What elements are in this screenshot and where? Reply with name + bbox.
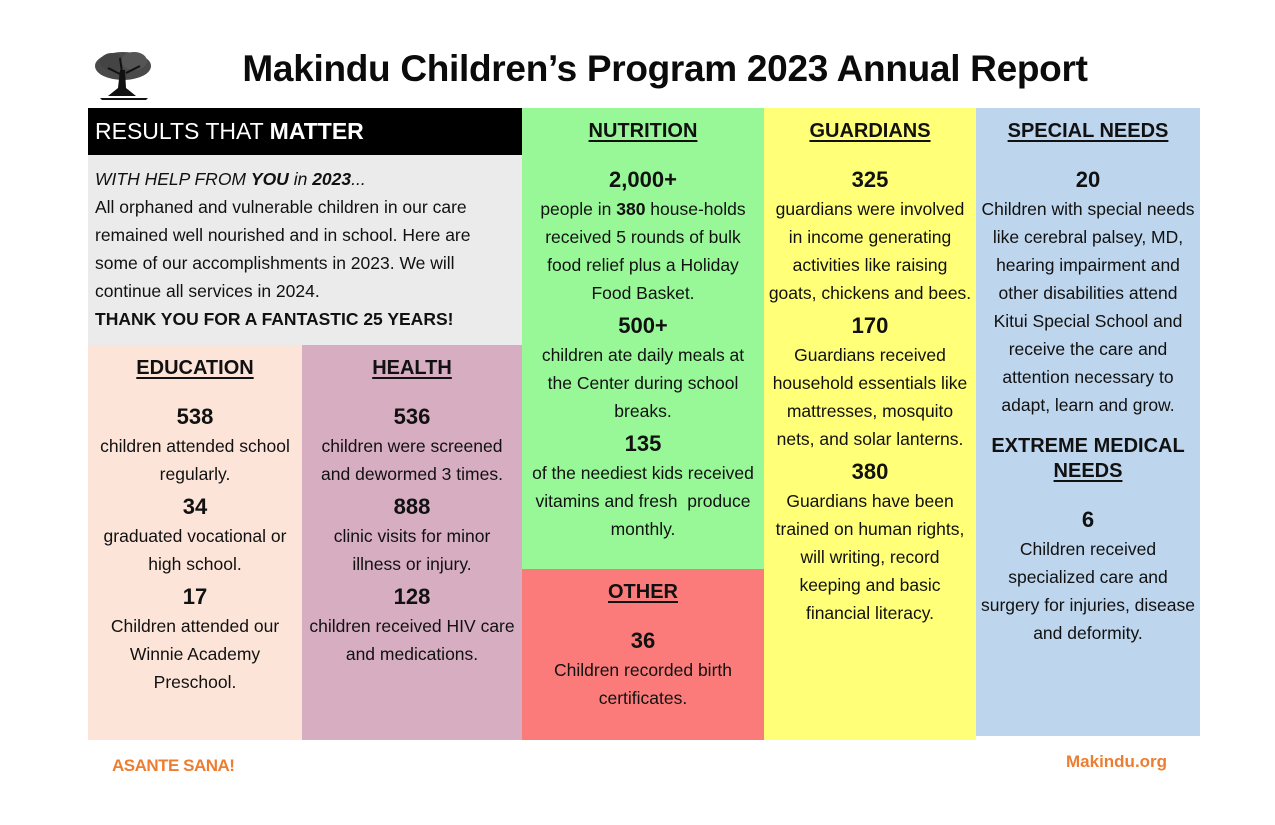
stat-description: clinic visits for minor illness or injur… xyxy=(333,526,491,574)
stat-number: 20 xyxy=(1075,167,1101,192)
results-heading-bold: MATTER xyxy=(269,118,364,144)
stat-number: 888 xyxy=(393,494,431,519)
stat-description: children were screened and dewormed 3 ti… xyxy=(321,436,503,484)
page-title: Makindu Children’s Program 2023 Annual R… xyxy=(242,48,1088,89)
stat-number: 6 xyxy=(1081,507,1095,532)
stat-description-text: house-holds received 5 rounds of bulk fo… xyxy=(545,199,746,303)
other-panel: OTHER 36 Children recorded birth certifi… xyxy=(522,569,764,740)
health-heading: HEALTH xyxy=(372,357,452,379)
stat-description-text: people in xyxy=(540,199,617,219)
stat-number: 128 xyxy=(393,584,431,609)
stat-description-bold: 380 xyxy=(616,199,646,219)
special-needs-panel: SPECIAL NEEDS 20 Children with special n… xyxy=(976,108,1200,736)
stat-number: 325 xyxy=(851,167,889,192)
nutrition-heading: NUTRITION xyxy=(588,120,698,142)
intro-body: All orphaned and vulnerable children in … xyxy=(95,197,471,301)
education-panel: EDUCATION 538 children attended school r… xyxy=(88,345,302,740)
intro-lead-text: WITH HELP FROM xyxy=(95,169,251,189)
tree-logo-icon xyxy=(90,48,156,102)
special-needs-heading: SPECIAL NEEDS xyxy=(1007,120,1169,142)
education-heading: EDUCATION xyxy=(136,357,254,379)
guardians-heading: GUARDIANS xyxy=(809,120,931,142)
stat-number: 34 xyxy=(182,494,208,519)
stat-number: 500+ xyxy=(618,313,668,338)
intro-thanks: THANK YOU FOR A FANTASTIC 25 YEARS! xyxy=(95,309,454,329)
other-heading: OTHER xyxy=(608,581,678,603)
stat-number: 17 xyxy=(182,584,208,609)
stat-number: 170 xyxy=(851,313,889,338)
guardians-panel: GUARDIANS 325 guardians were involved in… xyxy=(764,108,976,740)
stat-description: guardians were involved in income genera… xyxy=(768,199,972,303)
intro-lead: WITH HELP FROM YOU in 2023... xyxy=(95,165,515,193)
results-heading-prefix: RESULTS THAT xyxy=(95,118,270,144)
stat-description: Children with special needs like cerebra… xyxy=(981,199,1195,415)
intro-lead-ellipsis: ... xyxy=(351,169,366,189)
stat-description: of the neediest kids received vitamins a… xyxy=(532,463,759,539)
stat-description: people in 380 house-holds received 5 rou… xyxy=(522,195,764,307)
extreme-medical-heading-needs: NEEDS xyxy=(1053,460,1123,482)
stat-number: 538 xyxy=(176,404,214,429)
intro-lead-year: 2023 xyxy=(312,169,352,189)
stat-number: 536 xyxy=(393,404,431,429)
stat-description: Children attended our Winnie Academy Pre… xyxy=(110,616,280,692)
stat-number: 135 xyxy=(624,431,662,456)
stat-description: Guardians have been trained on human rig… xyxy=(775,491,965,623)
results-heading: RESULTS THAT MATTER xyxy=(88,108,522,155)
stat-description: Guardians received household essentials … xyxy=(772,345,968,449)
stat-number: 2,000+ xyxy=(609,167,677,192)
health-panel: HEALTH 536 children were screened and de… xyxy=(302,345,522,740)
extreme-medical-heading: EXTREME MEDICAL xyxy=(991,435,1185,457)
intro-lead-you: YOU xyxy=(250,169,289,189)
nutrition-panel: NUTRITION 2,000+ people in 380 house-hol… xyxy=(522,108,764,569)
stat-description: children attended school regularly. xyxy=(100,436,290,484)
intro-box: WITH HELP FROM YOU in 2023... All orphan… xyxy=(88,155,522,345)
stat-description: Children received specialized care and s… xyxy=(981,539,1195,643)
stat-description: children ate daily meals at the Center d… xyxy=(541,345,745,421)
footer-thanks: ASANTE SANA! xyxy=(112,756,235,775)
stat-description: Children recorded birth certificates. xyxy=(553,660,732,708)
footer-website-link[interactable]: Makindu.org xyxy=(1066,752,1168,771)
intro-lead-text: in xyxy=(288,169,313,189)
stat-number: 36 xyxy=(630,628,656,653)
stat-description: graduated vocational or high school. xyxy=(103,526,287,574)
stat-description: children received HIV care and medicatio… xyxy=(309,616,515,664)
stat-number: 380 xyxy=(851,459,889,484)
